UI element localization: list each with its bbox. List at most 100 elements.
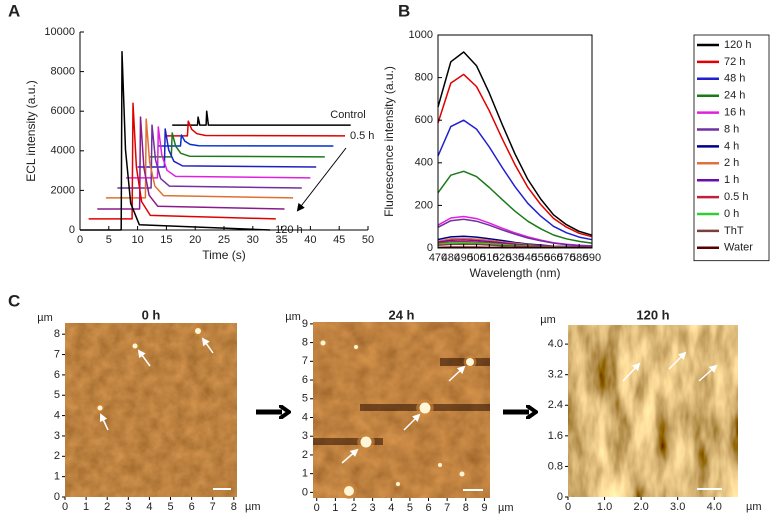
y-unit: µm	[285, 311, 301, 323]
x-tick-label: 560	[544, 252, 562, 264]
y-tick-label: 7	[302, 355, 308, 367]
x-tick-label: 1	[83, 501, 89, 513]
y-tick-label: 4.0	[548, 338, 563, 350]
pointer-arrow	[622, 362, 641, 382]
y-tick-label: 8	[54, 328, 60, 340]
x-tick-label: 3.0	[670, 501, 685, 513]
data-line	[157, 134, 334, 147]
x-tick-label: 1.0	[597, 501, 612, 513]
particle	[320, 340, 326, 346]
y-tick-label: 0.8	[548, 460, 563, 472]
pointer-arrow	[448, 365, 466, 382]
x-tick-label: 580	[570, 252, 588, 264]
x-tick-label: 6	[189, 501, 195, 513]
pointer-arrow	[403, 413, 421, 431]
x-tick-label: 45	[333, 234, 345, 246]
image-title: 24 h	[388, 307, 414, 322]
x-tick-label: 35	[275, 234, 287, 246]
particle	[438, 463, 442, 467]
x-tick-label: 520	[493, 252, 511, 264]
y-tick-label: 4	[54, 410, 60, 422]
x-unit: µm	[746, 501, 762, 513]
y-tick-label: 2000	[51, 184, 75, 196]
legend-label: 0.5 h	[724, 191, 748, 203]
x-tick-label: 510	[480, 252, 498, 264]
x-tick-label: 5	[167, 501, 173, 513]
particle	[459, 471, 465, 477]
particle	[195, 328, 201, 334]
image-title: 120 h	[636, 307, 669, 322]
pointer-arrow	[137, 349, 151, 367]
data-line	[137, 128, 317, 168]
particle	[396, 482, 400, 486]
x-tick-label: 10	[131, 234, 143, 246]
pointer-arrow	[698, 364, 718, 382]
y-tick-label: 6000	[51, 105, 75, 117]
legend-label: 24 h	[724, 90, 745, 102]
x-tick-label: 530	[506, 252, 524, 264]
y-tick-label: 0	[557, 491, 563, 503]
data-line	[437, 119, 593, 241]
y-tick-label: 7	[54, 348, 60, 360]
x-tick-label: 7	[210, 501, 216, 513]
particle	[466, 358, 474, 366]
y-tick-label: 1.6	[548, 430, 563, 442]
data-line	[88, 102, 276, 220]
y-unit: µm	[37, 312, 53, 324]
particle	[344, 486, 354, 496]
panel-label: A	[8, 1, 20, 20]
y-tick-label: 1	[302, 468, 308, 480]
x-tick-label: 40	[304, 234, 316, 246]
y-tick-label: 2	[302, 449, 308, 461]
x-tick-label: 0	[62, 501, 68, 513]
x-tick-label: 480	[442, 252, 460, 264]
x-tick-label: 20	[189, 234, 201, 246]
data-line	[80, 51, 271, 231]
pointer-arrow	[99, 413, 109, 431]
legend-label: 8 h	[724, 123, 739, 135]
x-tick-label: 2	[104, 501, 110, 513]
x-tick-label: 490	[454, 252, 472, 264]
legend-label: 2 h	[724, 157, 739, 169]
particle	[132, 343, 138, 349]
y-tick-label: 0	[427, 242, 433, 254]
particle	[360, 436, 372, 448]
x-tick-label: 9	[481, 502, 487, 514]
y-axis-title: ECL intensity (a.u.)	[24, 80, 38, 182]
data-line	[437, 170, 593, 244]
y-tick-label: 10000	[44, 26, 75, 38]
data-line	[437, 73, 593, 238]
data-line	[126, 126, 311, 179]
y-tick-label: 0	[302, 486, 308, 498]
data-line	[117, 124, 302, 189]
x-axis-title: Wavelength (nm)	[470, 266, 561, 280]
panel-label: B	[398, 1, 410, 20]
legend-label: 1 h	[724, 174, 739, 186]
data-line	[166, 120, 346, 137]
legend-label: 0 h	[724, 208, 739, 220]
x-tick-label: 470	[429, 252, 447, 264]
x-unit: µm	[245, 501, 261, 513]
y-tick-label: 800	[415, 72, 433, 84]
y-tick-label: 8000	[51, 66, 75, 78]
panel-label: C	[8, 291, 20, 310]
x-tick-label: 1	[332, 502, 338, 514]
y-tick-label: 400	[415, 157, 433, 169]
y-tick-label: 1	[54, 471, 60, 483]
x-tick-label: 540	[519, 252, 537, 264]
image-title: 0 h	[142, 307, 161, 322]
x-tick-label: 590	[583, 252, 601, 264]
x-tick-label: 2	[351, 502, 357, 514]
x-tick-label: 5	[106, 234, 112, 246]
x-tick-label: 8	[231, 501, 237, 513]
y-tick-label: 3.2	[548, 369, 563, 381]
y-tick-label: 6	[54, 369, 60, 381]
legend-label: 120 h	[724, 39, 752, 51]
y-tick-label: 5	[54, 389, 60, 401]
x-tick-label: 6	[425, 502, 431, 514]
y-tick-label: 3	[54, 430, 60, 442]
x-tick-label: 4	[146, 501, 152, 513]
x-tick-label: 0	[565, 501, 571, 513]
x-tick-label: 3	[370, 502, 376, 514]
